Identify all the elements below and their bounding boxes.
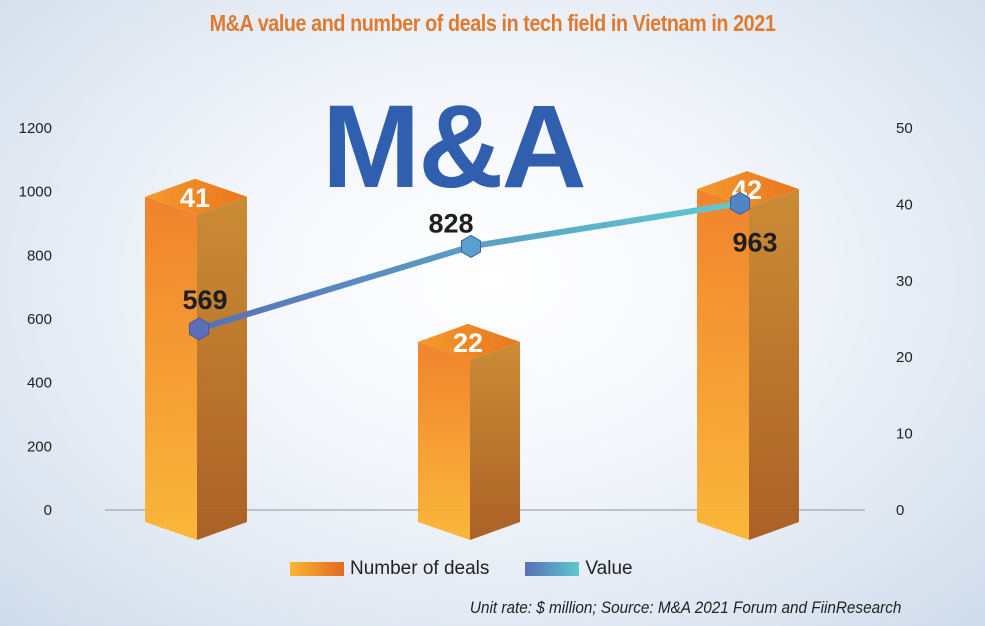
legend-swatch-deals xyxy=(290,562,344,576)
bar-front-face xyxy=(418,341,470,540)
left-axis-tick: 1200 xyxy=(19,120,52,137)
left-axis-tick: 1000 xyxy=(19,184,52,201)
right-axis-tick: 50 xyxy=(896,120,913,137)
bar-side-face xyxy=(470,341,520,540)
legend-swatch-value xyxy=(525,562,580,576)
value-point xyxy=(460,234,482,258)
chart-title: M&A value and number of deals in tech fi… xyxy=(209,10,776,36)
bar-front-face xyxy=(697,189,749,540)
left-axis-tick: 600 xyxy=(27,311,52,328)
left-axis-tick: 400 xyxy=(27,375,52,392)
line-data-label: 828 xyxy=(428,208,473,238)
left-axis-tick: 200 xyxy=(27,438,52,455)
bar-top-face xyxy=(418,323,520,360)
legend-label-value: Value xyxy=(585,558,633,579)
bar-data-label: 22 xyxy=(453,328,483,358)
right-axis-tick: 20 xyxy=(896,349,913,366)
legend-label-deals: Number of deals xyxy=(350,558,490,579)
brand-text: M&A xyxy=(322,81,587,213)
value-point xyxy=(729,191,751,216)
bar-side-face xyxy=(749,189,799,540)
bar-side-face xyxy=(197,196,247,540)
right-axis-tick: 10 xyxy=(896,426,913,443)
bar-front-face xyxy=(145,196,197,540)
line-data-label: 963 xyxy=(732,227,777,257)
left-axis-tick: 0 xyxy=(44,502,52,519)
right-axis-tick: 30 xyxy=(896,273,913,290)
right-axis-tick: 40 xyxy=(896,196,913,213)
source-note: Unit rate: $ million; Source: M&A 2021 F… xyxy=(469,598,901,617)
left-axis-tick: 800 xyxy=(27,247,52,264)
right-axis-tick: 0 xyxy=(896,502,904,519)
line-data-label: 569 xyxy=(182,285,227,315)
bar-top-face xyxy=(145,178,247,215)
bar-data-label: 41 xyxy=(180,183,210,213)
legend: Number of deals Value xyxy=(290,558,633,580)
value-point xyxy=(188,317,210,341)
bar-top-face xyxy=(697,171,799,208)
